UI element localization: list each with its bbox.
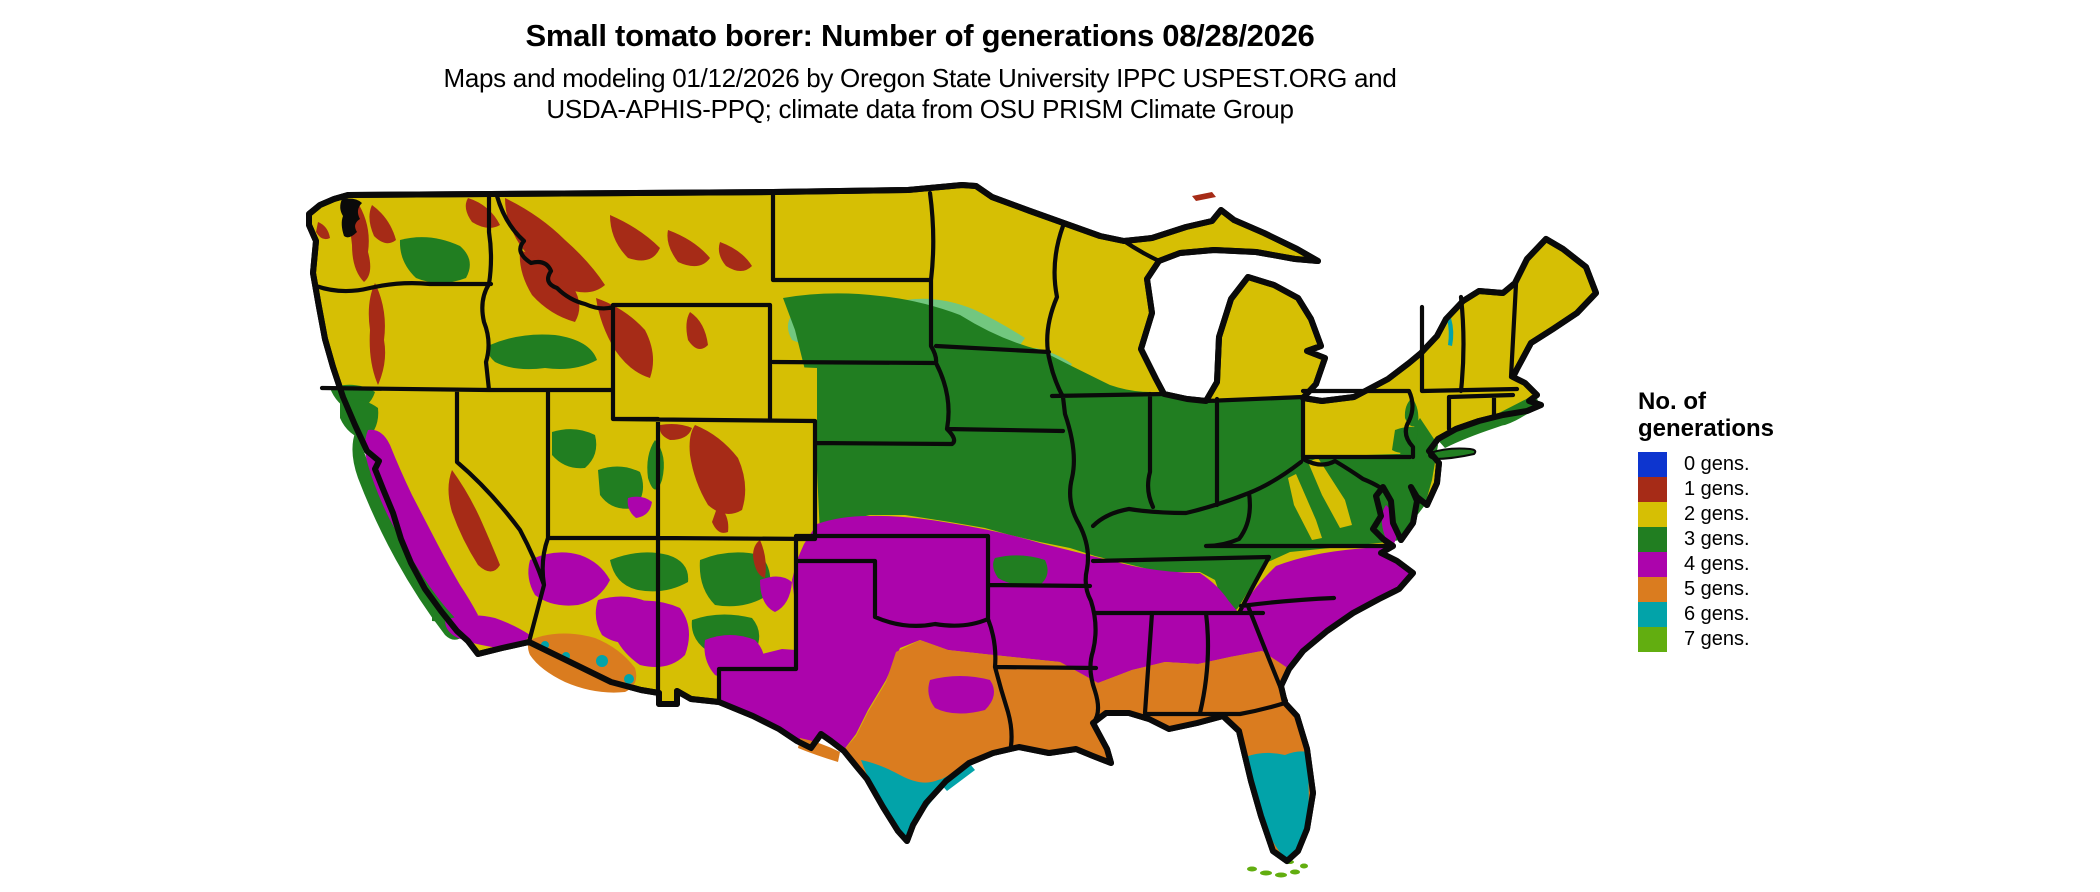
map-subtitle-line2: USDA-APHIS-PPQ; climate data from OSU PR… xyxy=(546,94,1294,124)
legend-swatch-gens5 xyxy=(1638,577,1667,602)
legend-label-3: 3 gens. xyxy=(1684,528,1750,550)
legend-swatch-gens1 xyxy=(1638,477,1667,502)
legend-title-line2: generations xyxy=(1638,415,1775,442)
legend-label-5: 5 gens. xyxy=(1684,578,1750,600)
header: Small tomato borer: Number of generation… xyxy=(0,0,1840,125)
map-regions-6gens xyxy=(541,318,1454,860)
legend-swatch-gens7 xyxy=(1638,627,1667,652)
legend-item-4: 4 gens. xyxy=(1638,552,1774,577)
legend-swatch-gens6 xyxy=(1638,602,1667,627)
legend-label-1: 1 gens. xyxy=(1684,478,1750,500)
map-patches-2gens-overlays xyxy=(770,366,1352,540)
map-subtitle: Maps and modeling 01/12/2026 by Oregon S… xyxy=(0,63,1840,125)
legend-title: No. of generations xyxy=(1638,388,1774,442)
map-patch-hillcountry-4gens xyxy=(928,676,994,714)
legend-item-7: 7 gens. xyxy=(1638,627,1774,652)
puget-sound-water xyxy=(340,198,362,238)
legend-swatch-gens0 xyxy=(1638,452,1667,477)
legend-swatch-gens4 xyxy=(1638,552,1667,577)
legend-item-1: 1 gens. xyxy=(1638,477,1774,502)
legend-swatch-gens2 xyxy=(1638,502,1667,527)
legend-swatch-gens3 xyxy=(1638,527,1667,552)
legend-label-2: 2 gens. xyxy=(1684,503,1750,525)
legend-label-4: 4 gens. xyxy=(1684,553,1750,575)
map-patch-ozark-3gens xyxy=(993,555,1048,586)
map-regions-4gens xyxy=(365,429,1413,751)
legend-item-5: 5 gens. xyxy=(1638,577,1774,602)
map-title: Small tomato borer: Number of generation… xyxy=(525,18,1315,53)
legend-item-0: 0 gens. xyxy=(1638,452,1774,477)
legend-label-6: 6 gens. xyxy=(1684,603,1750,625)
legend-item-3: 3 gens. xyxy=(1638,527,1774,552)
map-regions-7gens xyxy=(1247,860,1308,878)
legend-label-0: 0 gens. xyxy=(1684,453,1750,475)
legend-label-7: 7 gens. xyxy=(1684,628,1750,650)
legend-item-6: 6 gens. xyxy=(1638,602,1774,627)
map-subtitle-line1: Maps and modeling 01/12/2026 by Oregon S… xyxy=(443,63,1397,93)
legend-title-line1: No. of xyxy=(1638,388,1706,415)
legend-rows: 0 gens. 1 gens. 2 gens. 3 gens. 4 gens. 5 gen… xyxy=(1638,452,1774,652)
legend: No. of generations 0 gens. 1 gens. 2 gens.… xyxy=(1638,388,1774,652)
legend-item-2: 2 gens. xyxy=(1638,502,1774,527)
conus-outline xyxy=(306,182,1599,864)
